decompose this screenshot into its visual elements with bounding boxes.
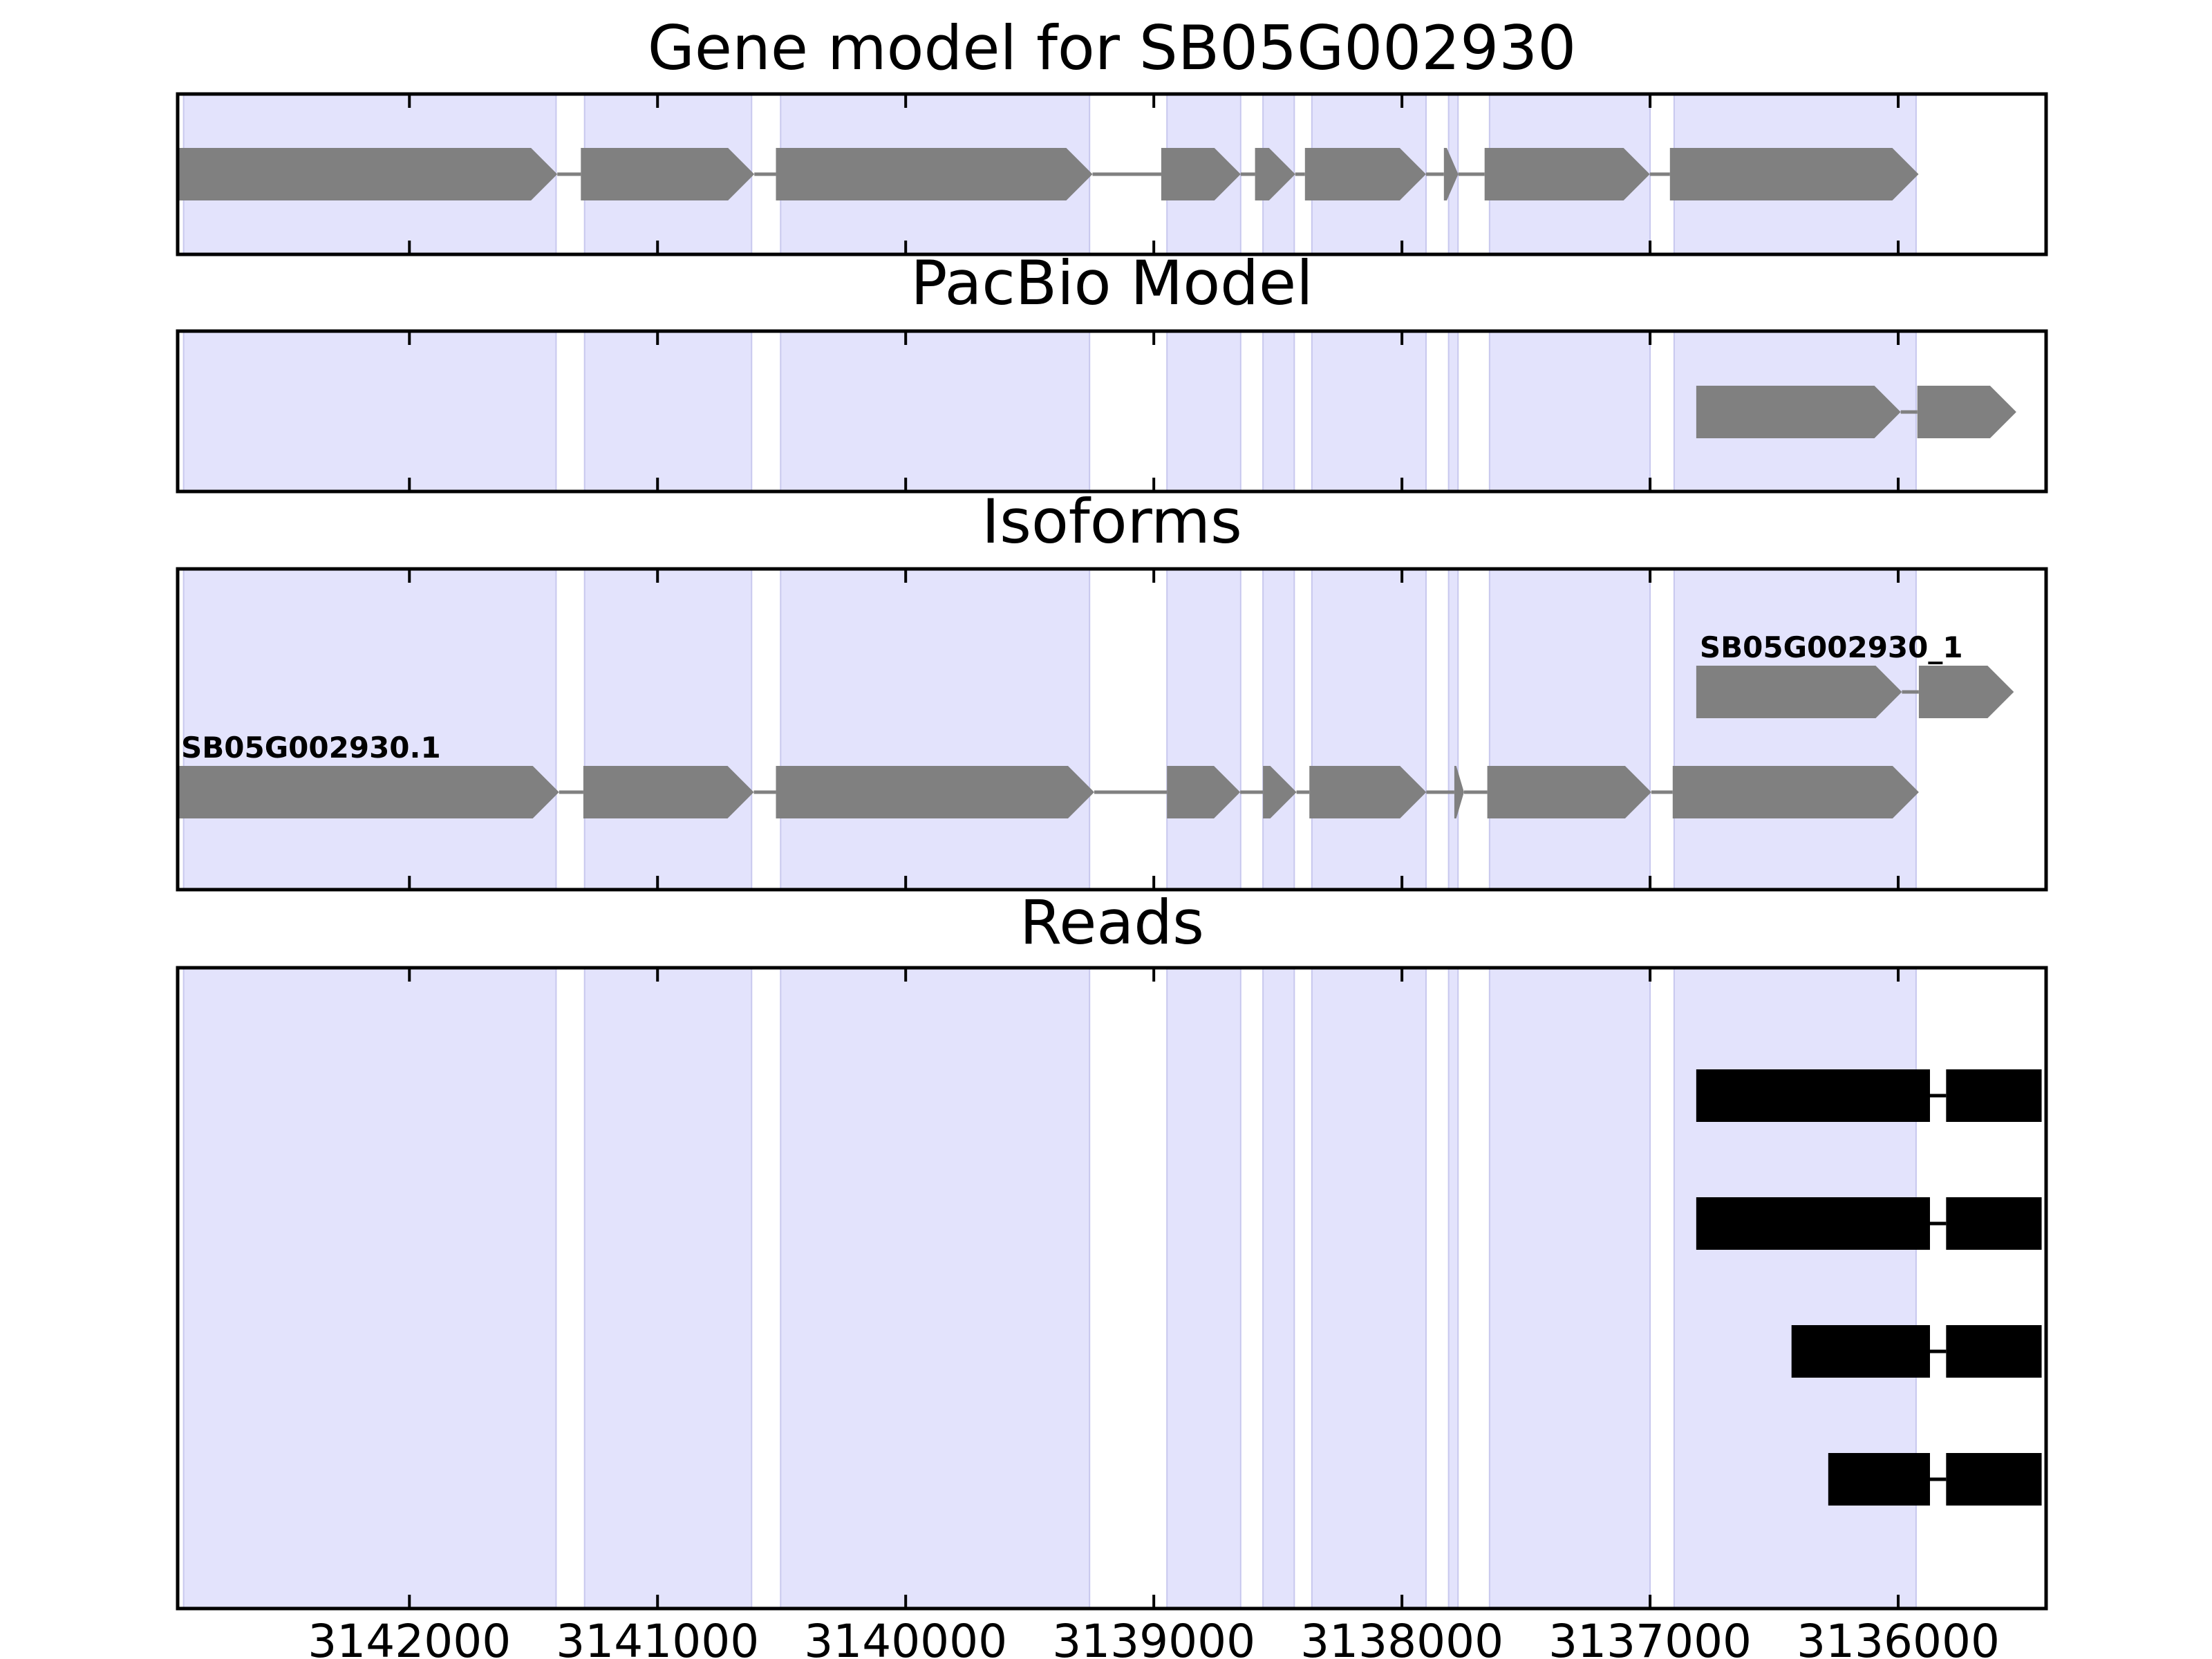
exon-shading-band: [780, 568, 1091, 890]
exon-arrow: [1918, 666, 2014, 718]
exon-arrow: [1487, 766, 1651, 818]
exon-shading-band: [1166, 568, 1241, 890]
exon-shading-band: [1488, 568, 1651, 890]
exon-shading-band: [1262, 568, 1295, 890]
pacbio-model-frame: [176, 329, 2048, 494]
exon-shading-band: [583, 330, 753, 492]
exon-arrow: [581, 148, 755, 200]
exon-shading-band: [182, 330, 557, 492]
read-block: [1946, 1197, 2042, 1250]
exon-shading-band: [1488, 330, 1651, 492]
exon-arrow: [1484, 148, 1650, 200]
exon-shading-band: [182, 568, 557, 890]
read-block: [1946, 1325, 2042, 1378]
pacbio-model-title: PacBio Model: [910, 247, 1313, 319]
exon-arrow: [1443, 148, 1459, 200]
x-tick-label: 3136000: [1797, 1615, 2000, 1659]
exon-arrow: [1672, 766, 1919, 818]
pacbio-model-panel: PacBio Model: [176, 247, 2048, 494]
exon-shading-band: [583, 967, 753, 1609]
x-tick-label: 3142000: [308, 1615, 511, 1659]
reads-frame: [176, 966, 2048, 1611]
exon-arrow: [1167, 766, 1241, 818]
reads-title: Reads: [1020, 887, 1204, 958]
reads-panel: Reads: [176, 887, 2048, 1611]
exon-shading-band: [780, 330, 1091, 492]
x-tick-label: 3140000: [804, 1615, 1007, 1659]
exon-shading-band: [1262, 967, 1295, 1609]
exon-arrow: [1161, 148, 1241, 200]
exon-shading-band: [1262, 330, 1295, 492]
exon-shading-band: [780, 967, 1091, 1609]
exon-shading-band: [1447, 330, 1459, 492]
isoforms-title: Isoforms: [982, 486, 1242, 557]
exon-arrow: [1304, 148, 1426, 200]
x-tick-label: 3138000: [1300, 1615, 1503, 1659]
exon-arrow: [1454, 766, 1464, 818]
read-block: [1696, 1069, 1931, 1122]
exon-shading-band: [1673, 967, 1917, 1609]
read-block: [1828, 1453, 1931, 1506]
exon-shading-band: [1311, 330, 1427, 492]
exon-shading-band: [1673, 568, 1917, 890]
exon-arrow: [178, 148, 558, 200]
read-block: [1946, 1069, 2042, 1122]
x-axis-tick-labels: 3142000 3141000 3140000 3139000 3138000 31370…: [308, 1615, 2000, 1659]
exon-shading-band: [1447, 568, 1459, 890]
isoform-label: SB05G002930.1: [181, 731, 441, 765]
exon-arrow: [1696, 386, 1901, 438]
exon-shading-band: [1488, 967, 1651, 1609]
exon-arrow: [1309, 766, 1427, 818]
x-tick-label: 3141000: [556, 1615, 759, 1659]
exon-arrow: [776, 148, 1093, 200]
isoforms-frame: [176, 567, 2048, 892]
exon-arrow: [1669, 148, 1919, 200]
exon-shading-band: [1166, 967, 1241, 1609]
exon-arrow: [1917, 386, 2016, 438]
exon-arrow: [1696, 666, 1902, 718]
exon-shading-band: [1311, 568, 1427, 890]
isoforms-panel: Isoforms SB05G002930.1 SB05G002930_1: [176, 486, 2048, 892]
gene-model-title: Gene model for SB05G002930: [648, 12, 1577, 84]
read-block: [1791, 1325, 1931, 1378]
exon-shading-band: [583, 568, 753, 890]
read-block: [1946, 1453, 2042, 1506]
exon-shading-band: [1447, 967, 1459, 1609]
gene-model-panel: Gene model for SB05G002930: [176, 12, 2048, 256]
read-block: [1696, 1197, 1931, 1250]
isoform-label: SB05G002930_1: [1700, 630, 1963, 664]
exon-shading-band: [1311, 967, 1427, 1609]
exon-arrow: [1263, 766, 1297, 818]
exon-arrow: [178, 766, 559, 818]
exon-shading-band: [1166, 330, 1241, 492]
gene-model-frame: [176, 92, 2048, 256]
exon-arrow: [1255, 148, 1295, 200]
exon-shading-band: [182, 967, 557, 1609]
x-tick-label: 3137000: [1548, 1615, 1752, 1659]
exon-arrow: [776, 766, 1094, 818]
x-tick-label: 3139000: [1052, 1615, 1255, 1659]
exon-arrow: [583, 766, 754, 818]
